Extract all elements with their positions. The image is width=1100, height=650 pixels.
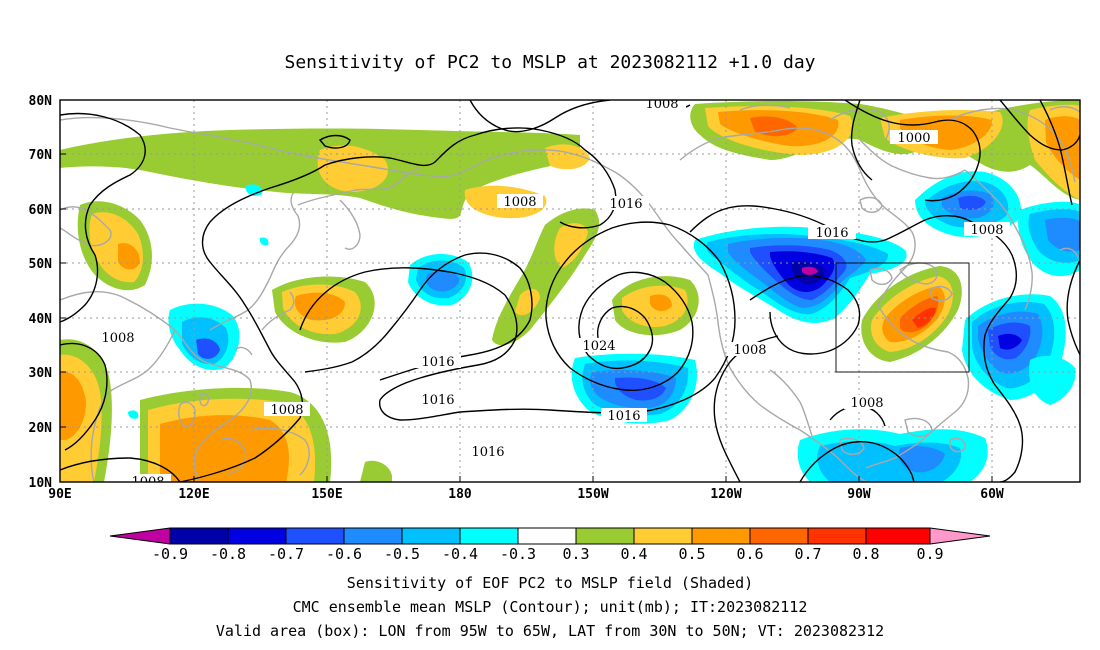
- colorbar-lower-triangle: [110, 528, 170, 544]
- colorbar-label: 0.9: [916, 545, 943, 563]
- colorbar: -0.9 -0.8 -0.7 -0.6 -0.5 -0.4 -0.3 0.3 0…: [109, 527, 991, 563]
- valid-area-box: [835, 262, 970, 373]
- colorbar-label: 0.7: [794, 545, 821, 563]
- contour-label: 1016: [421, 393, 454, 408]
- lon-label: 150W: [577, 487, 608, 502]
- colorbar-swatch: [750, 528, 808, 544]
- colorbar-label: 0.6: [736, 545, 763, 563]
- map-area: 1008 1000 1008 1008 1016 1016 1016 1008 …: [60, 97, 1080, 490]
- caption-line-2: CMC ensemble mean MSLP (Contour); unit(m…: [293, 598, 808, 616]
- figure-title: Sensitivity of PC2 to MSLP at 2023082112…: [284, 52, 815, 73]
- colorbar-swatch: [518, 528, 576, 544]
- lat-label: 70N: [29, 148, 53, 163]
- colorbar-label: -0.5: [384, 545, 420, 563]
- colorbar-swatch: [228, 528, 286, 544]
- contour-label: 1008: [270, 403, 303, 418]
- colorbar-label: 0.8: [852, 545, 879, 563]
- colorbar-label: -0.3: [500, 545, 536, 563]
- contour-label: 1016: [421, 355, 454, 370]
- contour-label: 1008: [733, 343, 766, 358]
- lat-label: 10N: [29, 476, 53, 491]
- contour-labels: 1008 1000 1008 1008 1016 1016 1016 1008 …: [95, 97, 1010, 490]
- lat-label: 30N: [29, 366, 53, 381]
- colorbar-swatch: [808, 528, 866, 544]
- colorbar-swatch: [286, 528, 344, 544]
- colorbar-swatch: [344, 528, 402, 544]
- lon-label: 120E: [178, 487, 209, 502]
- lon-label: 120W: [710, 487, 741, 502]
- colorbar-swatch: [170, 528, 228, 544]
- contour-label: 1016: [609, 197, 642, 212]
- contour-label: 1016: [815, 226, 848, 241]
- caption-line-1: Sensitivity of EOF PC2 to MSLP field (Sh…: [347, 574, 753, 592]
- lat-label: 50N: [29, 257, 53, 272]
- colorbar-label: -0.6: [326, 545, 362, 563]
- lat-label: 40N: [29, 312, 53, 327]
- colorbar-swatch: [634, 528, 692, 544]
- colorbar-swatch: [460, 528, 518, 544]
- colorbar-label: -0.9: [152, 545, 188, 563]
- colorbar-swatch: [866, 528, 930, 544]
- contour-label: 1008: [850, 396, 883, 411]
- lon-label: 60W: [980, 487, 1004, 502]
- contour-label: 1016: [607, 409, 640, 424]
- colorbar-label: 0.4: [620, 545, 647, 563]
- lon-label: 150E: [311, 487, 342, 502]
- contour-label: 1016: [471, 445, 504, 460]
- contour-label: 1000: [897, 131, 930, 146]
- colorbar-label: -0.8: [210, 545, 246, 563]
- lon-label: 90W: [847, 487, 871, 502]
- lat-label: 20N: [29, 421, 53, 436]
- colorbar-label: 0.3: [562, 545, 589, 563]
- lon-label: 180: [448, 487, 472, 502]
- axis-ticks: [59, 99, 993, 483]
- longitude-labels: 90E 120E 150E 180 150W 120W 90W 60W: [48, 487, 1004, 502]
- colorbar-label: 0.5: [678, 545, 705, 563]
- contour-label: 1008: [131, 475, 164, 490]
- lon-label: 90E: [48, 487, 71, 502]
- lat-lon-grid: [60, 100, 1080, 482]
- map-frame: [59, 99, 1081, 483]
- contour-label: 1024: [582, 339, 615, 354]
- lat-label: 60N: [29, 203, 53, 218]
- lat-label: 80N: [29, 94, 53, 109]
- colorbar-upper-triangle: [930, 528, 990, 544]
- colorbar-swatch: [692, 528, 750, 544]
- contour-label: 1008: [503, 195, 536, 210]
- colorbar-label: -0.4: [442, 545, 478, 563]
- contour-label: 1008: [101, 331, 134, 346]
- caption-line-3: Valid area (box): LON from 95W to 65W, L…: [216, 622, 884, 640]
- positive-sensitivity-shading: [60, 100, 1080, 482]
- contour-label: 1008: [645, 97, 678, 112]
- colorbar-swatch: [402, 528, 460, 544]
- colorbar-swatch: [576, 528, 634, 544]
- colorbar-label: -0.7: [268, 545, 304, 563]
- latitude-labels: 80N 70N 60N 50N 40N 30N 20N 10N: [29, 94, 53, 491]
- contour-label: 1008: [970, 223, 1003, 238]
